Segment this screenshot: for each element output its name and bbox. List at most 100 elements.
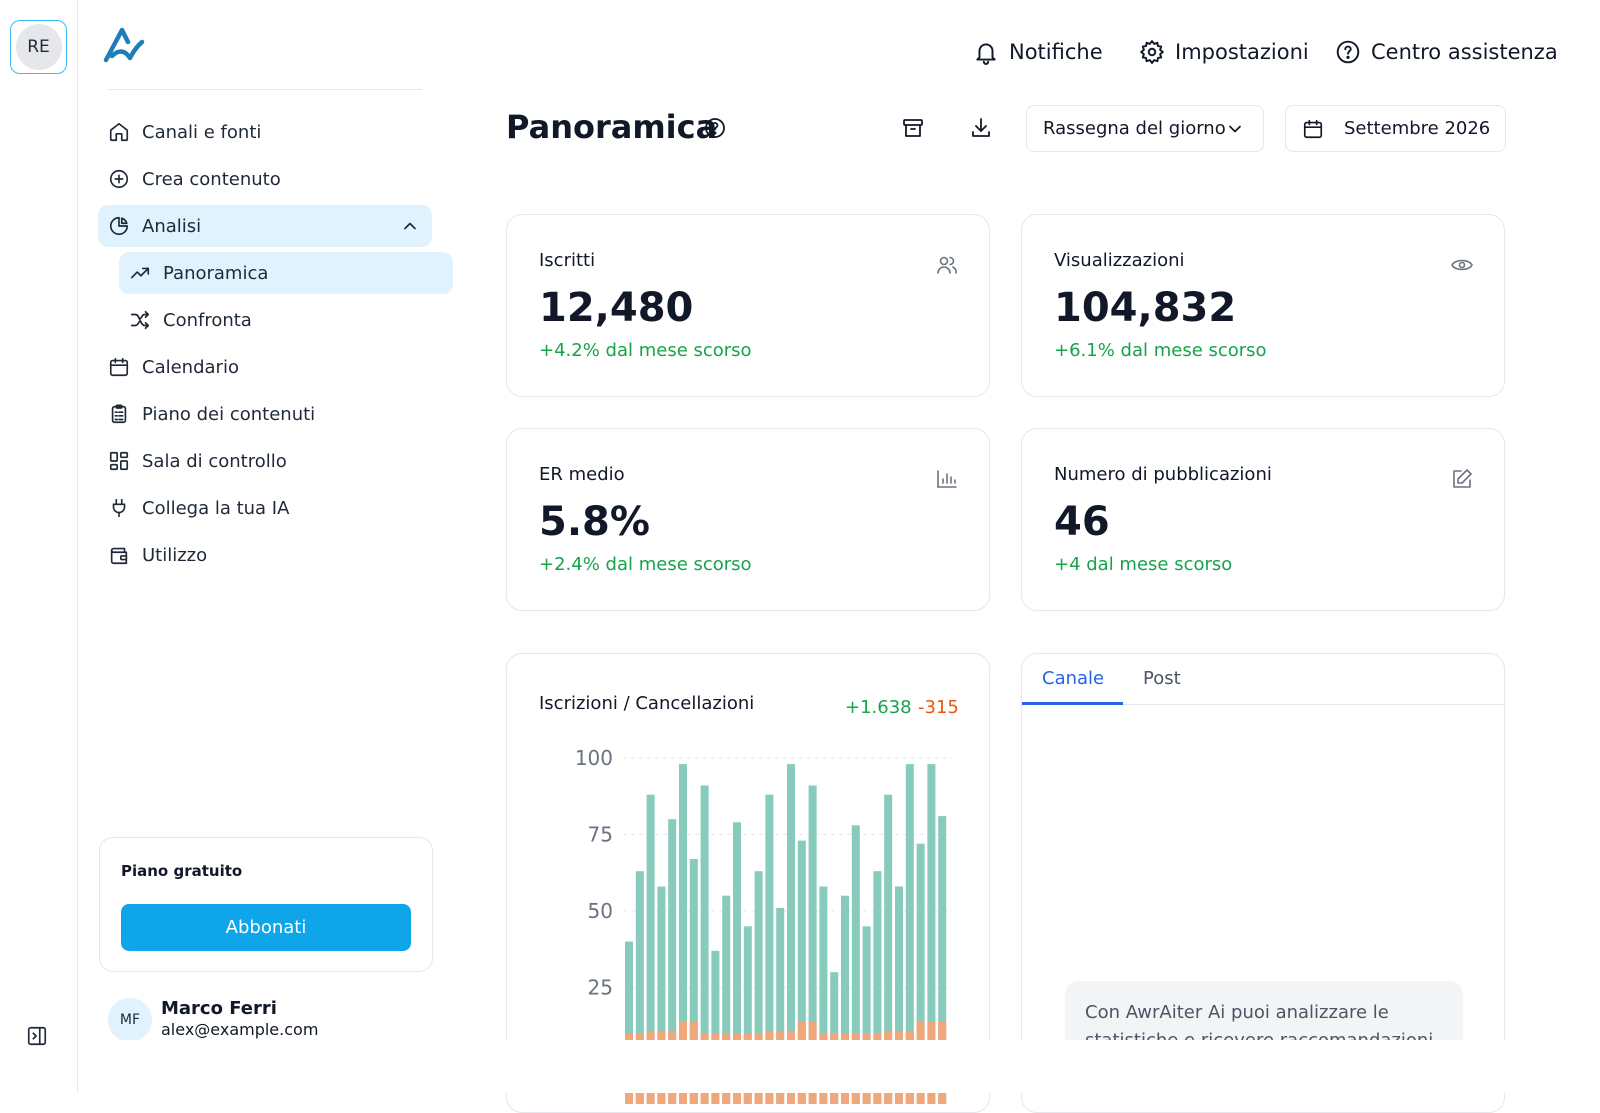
sidebar-item-panoramica[interactable]: Panoramica xyxy=(119,252,453,294)
gear-icon xyxy=(1140,40,1164,64)
sidebar-item-label: Crea contenuto xyxy=(142,168,281,190)
tab-active-indicator xyxy=(1022,702,1123,705)
stat-delta: +4.2% dal mese scorso xyxy=(539,340,752,361)
download-icon[interactable] xyxy=(969,116,993,140)
subscription-bar[interactable] xyxy=(657,886,666,1105)
sidebar-item-analisi[interactable]: Analisi xyxy=(98,205,432,247)
stat-label: Numero di pubblicazioni xyxy=(1054,464,1272,485)
toggle-sidebar-icon[interactable] xyxy=(26,1025,48,1047)
subscription-bar[interactable] xyxy=(635,871,644,1104)
stat-value: 5.8% xyxy=(539,499,650,545)
subscription-bar[interactable] xyxy=(646,794,655,1104)
subscription-bar[interactable] xyxy=(689,859,698,1104)
settings-link[interactable]: Impostazioni xyxy=(1139,36,1309,68)
help-circle-icon xyxy=(1336,40,1360,64)
sidebar-item-piano[interactable]: Piano dei contenuti xyxy=(98,393,432,435)
sidebar-item-sala[interactable]: Sala di controllo xyxy=(98,440,432,482)
notifications-link[interactable]: Notifiche xyxy=(973,36,1103,68)
subscription-bar[interactable] xyxy=(905,764,914,1104)
subscription-bar[interactable] xyxy=(625,941,633,1104)
subscription-bar[interactable] xyxy=(733,822,741,1104)
subscription-bar[interactable] xyxy=(797,840,806,1104)
subscription-bar[interactable] xyxy=(679,764,687,1104)
subscription-bar[interactable] xyxy=(700,785,709,1105)
sidebar-item-calendario[interactable]: Calendario xyxy=(98,346,432,388)
archive-icon[interactable] xyxy=(901,116,925,140)
plus-circle-icon xyxy=(109,169,129,189)
y-tick-label: 50 xyxy=(588,899,613,923)
subscription-bar[interactable] xyxy=(895,886,903,1105)
sidebar-item-collega[interactable]: Collega la tua IA xyxy=(98,487,432,529)
stat-card-engagement: ER medio 5.8% +2.4% dal mese scorso xyxy=(506,428,990,611)
subscription-bar[interactable] xyxy=(841,895,849,1104)
dashboard-icon xyxy=(109,451,129,471)
tab-post[interactable]: Post xyxy=(1143,668,1181,689)
subscription-bar[interactable] xyxy=(711,950,720,1104)
date-picker[interactable]: Settembre 2026 xyxy=(1285,105,1506,152)
user-email: alex@example.com xyxy=(161,1020,319,1039)
stat-card-posts: Numero di pubblicazioni 46 +4 dal mese s… xyxy=(1021,428,1505,611)
sidebar-item-label: Calendario xyxy=(142,356,239,378)
plan-title: Piano gratuito xyxy=(121,862,243,880)
date-picker-value: Settembre 2026 xyxy=(1344,118,1491,139)
sidebar-item-crea[interactable]: Crea contenuto xyxy=(98,158,432,200)
trending-up-icon xyxy=(130,267,150,279)
notifications-label: Notifiche xyxy=(1009,40,1103,64)
subscription-bar[interactable] xyxy=(862,926,871,1104)
tab-canale[interactable]: Canale xyxy=(1042,668,1105,689)
subscription-bar[interactable] xyxy=(765,794,774,1104)
subscription-bar[interactable] xyxy=(722,895,731,1104)
y-tick-label: 75 xyxy=(588,823,613,847)
subscription-bar[interactable] xyxy=(743,926,752,1104)
stat-label: Visualizzazioni xyxy=(1054,250,1185,271)
subscription-bar[interactable] xyxy=(808,785,817,1105)
subscription-bar[interactable] xyxy=(927,764,936,1104)
subscribe-button[interactable]: Abbonati xyxy=(121,904,411,951)
sidebar-item-label: Canali e fonti xyxy=(142,121,262,143)
home-icon xyxy=(109,122,129,142)
digest-select[interactable]: Rassegna del giorno xyxy=(1026,105,1264,152)
sidebar-item-label: Panoramica xyxy=(163,262,269,284)
stat-value: 104,832 xyxy=(1054,285,1237,331)
avatar: MF xyxy=(108,998,152,1042)
stat-value: 46 xyxy=(1054,499,1110,545)
subscription-bar[interactable] xyxy=(819,886,828,1105)
subscription-bar[interactable] xyxy=(938,816,947,1104)
subscription-bar[interactable] xyxy=(884,794,893,1104)
subscription-bar[interactable] xyxy=(851,825,860,1104)
subscription-bar[interactable] xyxy=(787,764,795,1104)
app-logo[interactable] xyxy=(102,26,146,66)
settings-label: Impostazioni xyxy=(1175,40,1309,64)
sidebar-item-confronta[interactable]: Confronta xyxy=(119,299,453,341)
help-center-label: Centro assistenza xyxy=(1371,40,1558,64)
bar-chart-icon xyxy=(937,470,957,488)
subscription-bar[interactable] xyxy=(916,843,925,1104)
stat-delta: +4 dal mese scorso xyxy=(1054,554,1233,575)
y-tick-label: 100 xyxy=(575,746,613,770)
edit-icon xyxy=(1453,469,1472,488)
pie-chart-icon xyxy=(109,216,129,236)
sidebar-item-canali[interactable]: Canali e fonti xyxy=(98,111,432,153)
subscription-bar[interactable] xyxy=(873,871,882,1104)
chevron-up-icon[interactable] xyxy=(400,216,420,236)
workspace-switcher[interactable]: RE xyxy=(10,20,67,74)
calendar-icon xyxy=(1303,119,1323,138)
user-profile[interactable]: MF Marco Ferri alex@example.com xyxy=(108,996,438,1046)
shuffle-icon xyxy=(130,310,150,330)
users-icon xyxy=(937,256,957,274)
viewport-fold xyxy=(78,1040,1600,1093)
help-center-link[interactable]: Centro assistenza xyxy=(1335,36,1558,68)
plan-card: Piano gratuito Abbonati xyxy=(99,837,433,972)
sidebar-item-label: Confronta xyxy=(163,309,252,331)
help-circle-icon[interactable] xyxy=(703,116,727,140)
subscription-bar[interactable] xyxy=(754,871,763,1104)
stat-value: 12,480 xyxy=(539,285,694,331)
subscription-bar[interactable] xyxy=(668,819,677,1104)
workspace-avatar: RE xyxy=(15,24,62,70)
sidebar-item-utilizzo[interactable]: Utilizzo xyxy=(98,534,432,576)
y-tick-label: 25 xyxy=(588,976,613,1000)
subscription-bar[interactable] xyxy=(776,907,785,1104)
bell-icon xyxy=(976,43,996,65)
eye-icon xyxy=(1451,259,1473,271)
chevron-down-icon xyxy=(1229,125,1241,133)
